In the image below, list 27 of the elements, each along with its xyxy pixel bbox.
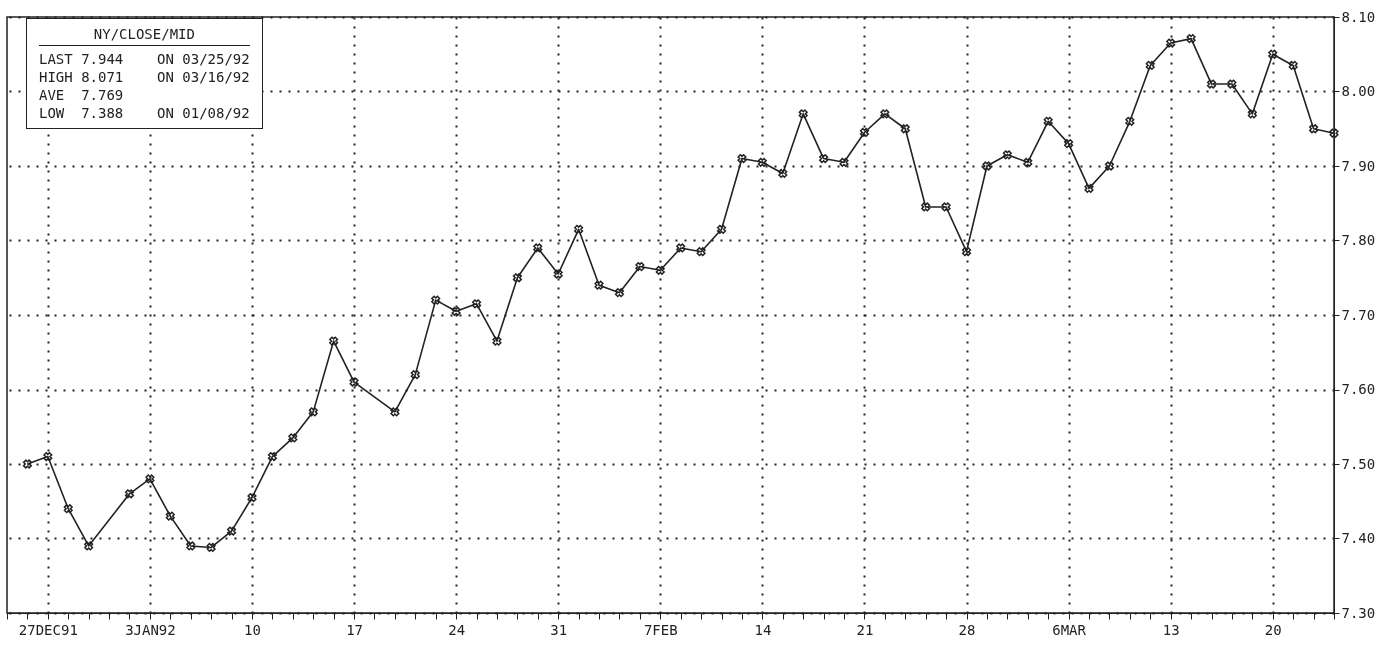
annotation: LAST 7.944 ON 03/25/92 [39,50,250,68]
annotation: NY/CLOSE/MID [39,25,250,46]
y-tick-label: 7.90 [1341,157,1376,174]
y-tick-label: 7.30 [1341,604,1376,621]
y-tick-label: 8.10 [1341,8,1376,25]
x-tick-label: 21 [856,621,874,638]
x-tick-label: 3JAN92 [125,621,176,638]
y-tick-label: 7.50 [1341,455,1376,472]
x-tick-label: 14 [754,621,772,638]
annotation: HIGH 8.071 ON 03/16/92 [39,68,250,86]
x-tick-label: 24 [448,621,466,638]
annotation: LOW 7.388 ON 01/08/92 [39,104,250,122]
x-tick-label: 28 [958,621,976,638]
x-tick-label: 27DEC91 [18,621,78,638]
y-tick-label: 8.00 [1341,83,1376,99]
x-tick-label: 13 [1162,621,1180,638]
x-tick-label: 6MAR [1052,621,1087,638]
y-tick-label: 7.70 [1341,306,1376,323]
annotation: AVE 7.769 [39,86,125,104]
y-tick-label: 7.80 [1341,232,1376,248]
x-tick-label: 31 [550,621,568,638]
x-tick-label: 7FEB [643,621,678,638]
x-tick-label: 20 [1264,621,1282,638]
y-tick-label: 7.40 [1341,530,1376,546]
x-tick-label: 17 [346,621,363,638]
x-tick-label: 10 [244,621,261,638]
y-tick-label: 7.60 [1341,381,1376,397]
